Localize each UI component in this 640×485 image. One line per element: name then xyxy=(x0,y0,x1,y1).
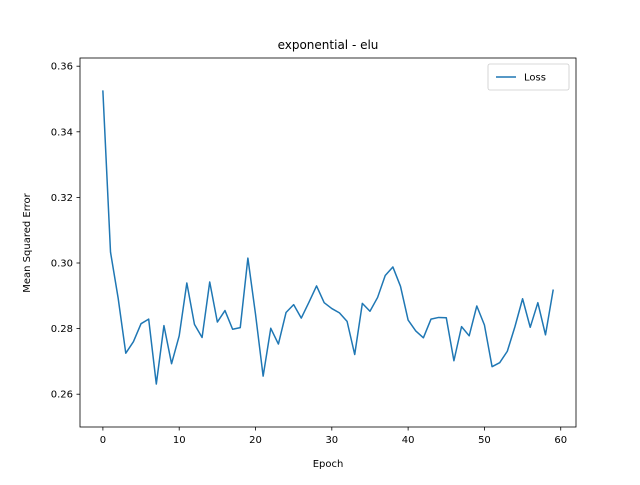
axes-frame xyxy=(79,57,577,428)
x-tick-label: 50 xyxy=(478,435,491,446)
y-tick-label: 0.26 xyxy=(51,390,73,401)
y-tick-label: 0.32 xyxy=(51,193,73,204)
y-tick-label: 0.34 xyxy=(51,127,73,138)
x-tick-label: 30 xyxy=(325,435,338,446)
plot-area: 0 10 20 30 40 50 60 0.26 0.28 0.30 0.32 0.34 0.36 xyxy=(51,57,577,446)
x-tick-label: 60 xyxy=(554,435,567,446)
series-line-0 xyxy=(102,90,554,385)
y-axis-label: Mean Squared Error xyxy=(22,192,33,292)
legend: Loss xyxy=(487,63,570,91)
legend-box xyxy=(487,63,570,91)
x-axis-label: Epoch xyxy=(313,459,344,470)
x-tick-label: 0 xyxy=(100,435,106,446)
chart-title: exponential - elu xyxy=(278,38,379,52)
x-tick-label: 20 xyxy=(249,435,262,446)
y-tick-label: 0.36 xyxy=(51,62,73,73)
y-tick-label: 0.30 xyxy=(51,259,73,270)
x-tick-label: 10 xyxy=(173,435,186,446)
y-tick-label: 0.28 xyxy=(51,324,73,335)
legend-label-0: Loss xyxy=(524,73,546,84)
x-tick-label: 40 xyxy=(402,435,415,446)
